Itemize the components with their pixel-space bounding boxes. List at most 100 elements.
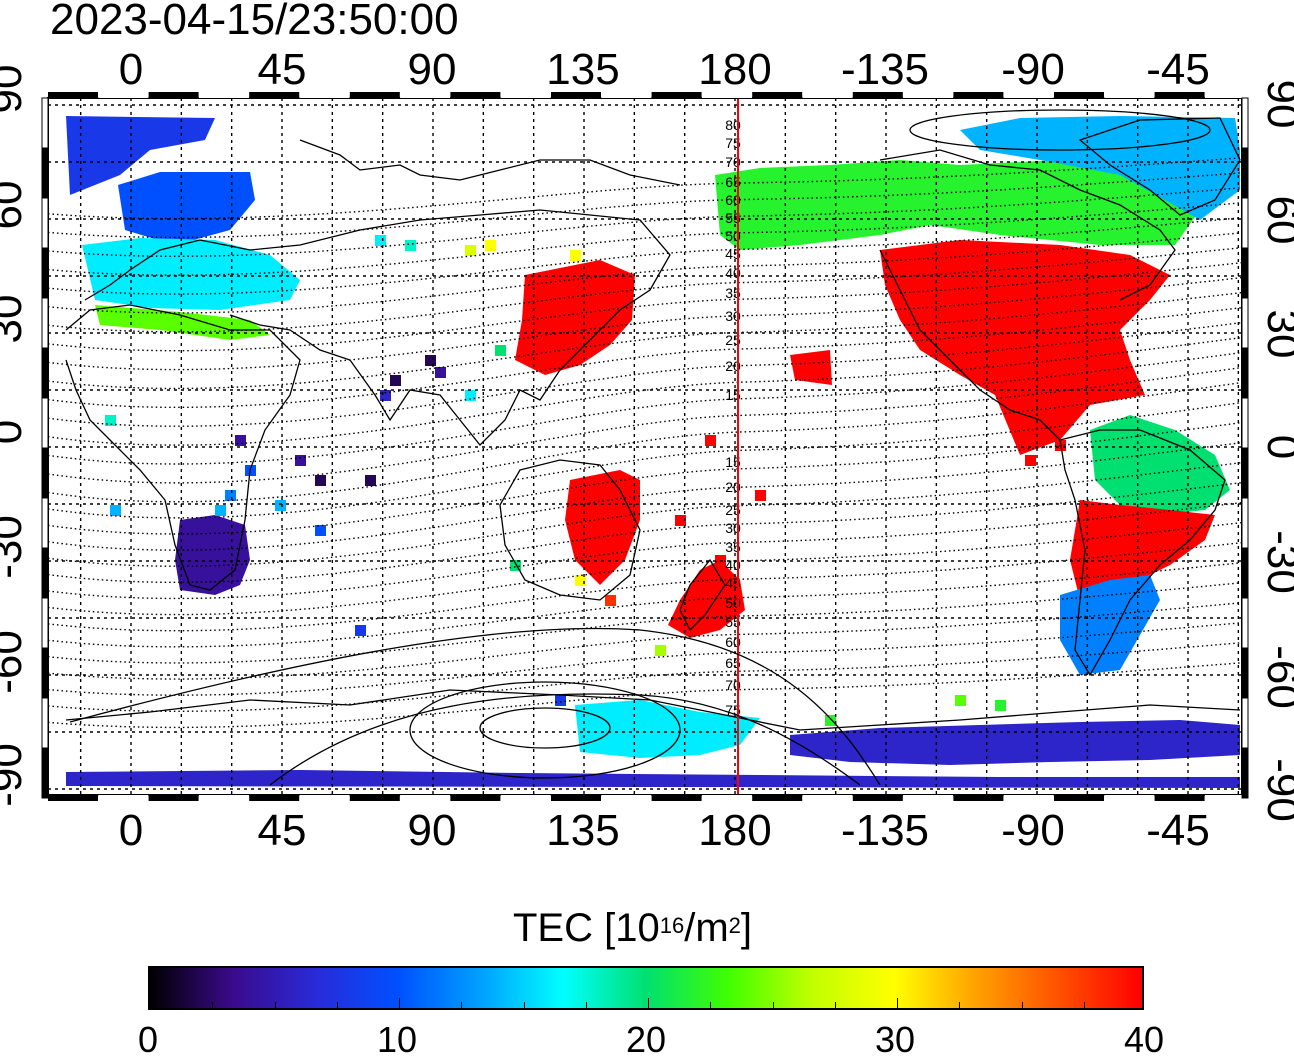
- coastline-segment: [299, 139, 681, 186]
- y-tick-right: 30: [1258, 310, 1294, 359]
- coastline-segment: [499, 459, 641, 601]
- colorbar-tick-label: 0: [137, 1019, 159, 1060]
- grid-lines: [48, 98, 1242, 795]
- tec-point: [105, 415, 116, 426]
- magnetic-latitude-line: [48, 461, 1242, 567]
- x-tick-bottom: 180: [698, 806, 771, 855]
- timestamp-title: 2023-04-15/23:50:00: [50, 0, 459, 44]
- colorbar-minor-tick: [523, 1002, 525, 1008]
- y-tick-right: -90: [1258, 758, 1294, 822]
- y-axis-left-labels: 90 60 30 0 -30 -60 -90: [0, 65, 31, 807]
- magnetic-latitude-contours: [48, 157, 1242, 729]
- colorbar: [148, 966, 1144, 1010]
- x-tick-top: 180: [698, 45, 771, 94]
- magnetic-latitude-line: [48, 157, 1242, 220]
- tec-region-antarctic-coast: [575, 700, 760, 758]
- magnetic-latitude-line: [48, 421, 1242, 535]
- x-tick-bottom: 0: [119, 806, 143, 855]
- colorbar-minor-tick: [834, 1002, 836, 1008]
- x-tick-bottom: 135: [546, 806, 619, 855]
- y-axis-right-labels: 90 60 30 0 -30 -60 -90: [1258, 80, 1294, 822]
- y-tick-right: 90: [1258, 80, 1294, 129]
- x-tick-bottom: 45: [258, 806, 307, 855]
- tec-point: [375, 235, 386, 246]
- coastline-segment: [879, 249, 1061, 441]
- y-tick-left: 60: [0, 181, 31, 230]
- tec-region-scandinavia: [118, 172, 255, 245]
- x-tick-top: 90: [408, 45, 457, 94]
- magnetic-latitude-line: [48, 381, 1242, 503]
- coastlines: [65, 117, 1241, 731]
- tec-point: [510, 560, 521, 571]
- tec-region-east-asia: [790, 350, 832, 385]
- tec-point: [435, 367, 446, 378]
- y-tick-left: 0: [0, 420, 31, 444]
- x-axis-bottom-labels: 0 45 90 135 180 -135 -90 -45: [119, 806, 1210, 855]
- tec-point: [995, 700, 1006, 711]
- magnetic-latitude-line: [48, 366, 1242, 484]
- coastline-segment: [84, 209, 671, 446]
- tec-point: [705, 435, 716, 446]
- tec-point: [215, 505, 226, 516]
- magnetic-pole-contours: [69, 109, 1211, 786]
- colorbar-minor-tick: [585, 1002, 587, 1008]
- y-tick-right: 60: [1258, 196, 1294, 245]
- colorbar-tick-label: 40: [1123, 1019, 1165, 1060]
- coastline-segment: [65, 689, 1241, 731]
- colorbar-tick-label: 20: [625, 1019, 667, 1060]
- magnetic-latitude-line: [48, 662, 1242, 729]
- tec-region-patagonia: [1060, 575, 1160, 675]
- tec-point: [605, 595, 616, 606]
- tec-point: [355, 625, 366, 636]
- tec-point: [655, 645, 666, 656]
- colorbar-minor-tick: [212, 1002, 214, 1008]
- tec-region-southern-africa: [175, 515, 250, 595]
- magnetic-latitude-line: [48, 481, 1242, 583]
- colorbar-minor-tick: [399, 998, 400, 1008]
- tec-point: [755, 490, 766, 501]
- x-tick-top: -45: [1146, 45, 1210, 94]
- tec-point: [465, 245, 476, 256]
- tec-region-south-america-south: [1070, 500, 1215, 600]
- colorbar-minor-tick: [648, 998, 649, 1008]
- tec-map: 8075706560555045403530252015152025303540…: [0, 45, 1294, 855]
- tec-point: [275, 500, 286, 511]
- magnetic-latitude-line: [48, 187, 1242, 257]
- tec-point: [425, 355, 436, 366]
- magnetic-latitude-line: [48, 336, 1242, 446]
- tec-point: [575, 575, 586, 586]
- y-tick-left: 30: [0, 295, 31, 344]
- colorbar-tick-label: 10: [376, 1019, 418, 1060]
- y-tick-left: -90: [0, 743, 31, 807]
- colorbar-minor-tick: [336, 1002, 338, 1008]
- x-tick-top: 45: [258, 45, 307, 94]
- tec-point: [390, 375, 401, 386]
- x-axis-top-labels: 0 45 90 135 180 -135 -90 -45: [119, 45, 1210, 94]
- x-tick-bottom: -90: [1001, 806, 1065, 855]
- tec-point: [675, 515, 686, 526]
- tec-point: [315, 475, 326, 486]
- tec-point: [495, 345, 506, 356]
- magnetic-latitude-line: [48, 642, 1242, 712]
- tec-region-mediterranean: [95, 305, 270, 340]
- y-tick-right: -30: [1258, 530, 1294, 594]
- colorbar-title: TEC [1016/m2]: [513, 906, 753, 950]
- colorbar-minor-tick: [1021, 1002, 1023, 1008]
- tec-point: [405, 240, 416, 251]
- magnetic-latitude-line: [48, 321, 1242, 427]
- coastline-segment: [1078, 117, 1241, 216]
- coastline-segment: [879, 149, 1176, 301]
- magnetic-latitude-line: [48, 172, 1242, 239]
- y-tick-left: -30: [0, 515, 31, 579]
- x-tick-top: 135: [546, 45, 619, 94]
- tec-point: [380, 390, 391, 401]
- tec-point: [295, 455, 306, 466]
- tec-region-antarctic-pacific: [66, 770, 1240, 788]
- y-tick-left: 90: [0, 65, 31, 114]
- x-tick-top: -135: [841, 45, 929, 94]
- x-tick-bottom: -45: [1146, 806, 1210, 855]
- tec-point: [110, 505, 121, 516]
- tec-point: [955, 695, 966, 706]
- magnetic-latitude-line: [48, 351, 1242, 465]
- tec-region-east-asia: [515, 260, 635, 375]
